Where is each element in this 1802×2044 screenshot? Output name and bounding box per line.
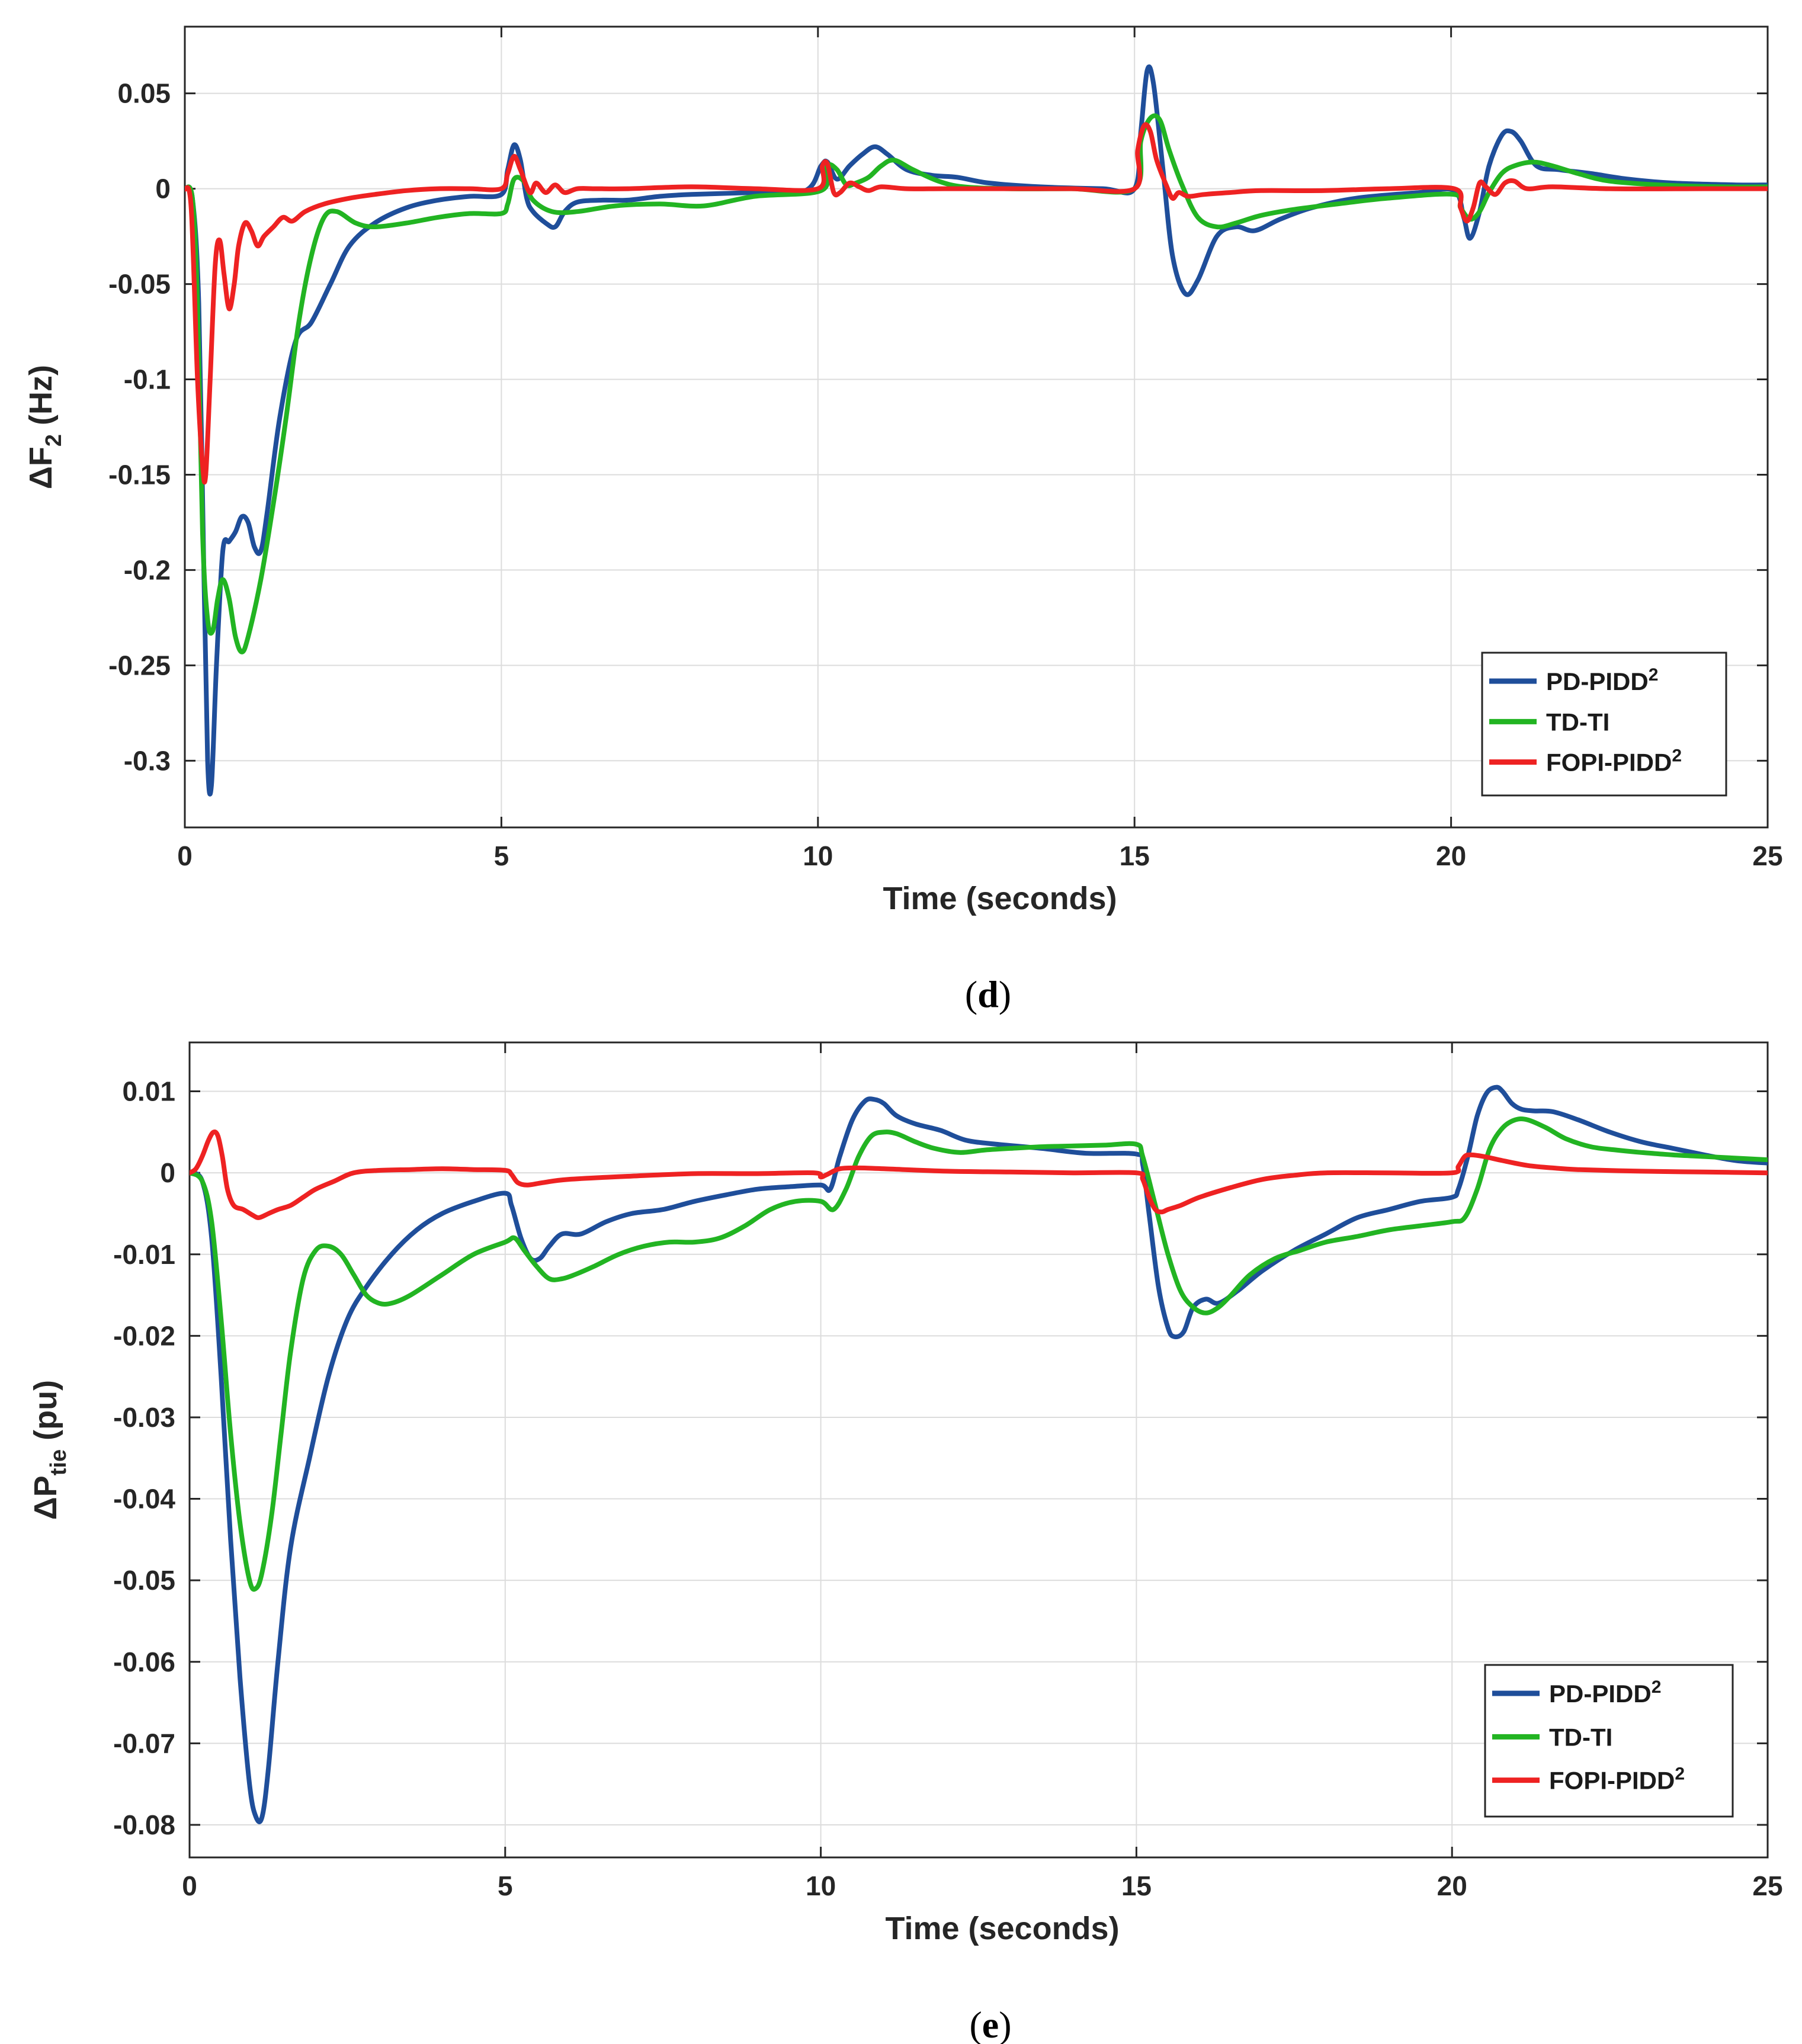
x-tick-label: 0 bbox=[182, 1870, 197, 1901]
legend-label-main: FOPI-PIDD bbox=[1546, 749, 1672, 776]
legend-label-main: TD-TI bbox=[1549, 1723, 1612, 1751]
x-tick-label: 10 bbox=[803, 840, 833, 871]
y-tick-label: -0.03 bbox=[113, 1402, 175, 1433]
x-tick-label: 10 bbox=[806, 1870, 836, 1901]
panel-caption: (e) bbox=[969, 2004, 1011, 2044]
y-tick-label: -0.05 bbox=[113, 1565, 175, 1596]
y-tick-label: -0.04 bbox=[113, 1484, 175, 1514]
x-tick-label: 5 bbox=[494, 840, 509, 871]
legend-box bbox=[1484, 1664, 1734, 1818]
x-tick-label: 5 bbox=[498, 1870, 513, 1901]
y-tick-label: -0.08 bbox=[113, 1809, 175, 1840]
caption-paren-close: ) bbox=[999, 973, 1011, 1015]
legend-label: PD-PIDD2 bbox=[1546, 665, 1658, 695]
y-tick-label: 0.01 bbox=[122, 1076, 175, 1107]
caption-letter: e bbox=[982, 2004, 999, 2044]
series-line-td-ti bbox=[185, 113, 1768, 654]
y-tick-label: 0 bbox=[160, 1157, 175, 1188]
panel-caption: (d) bbox=[965, 973, 1011, 1015]
x-tick-label: 25 bbox=[1752, 1870, 1782, 1901]
x-axis-title: Time (seconds) bbox=[883, 881, 1117, 916]
y-axis-title-unit: (pu) bbox=[28, 1380, 63, 1449]
series-line-td-ti bbox=[190, 1116, 1768, 1592]
y-axis-title-main: ΔP bbox=[28, 1475, 63, 1520]
legend-label-main: PD-PIDD bbox=[1546, 668, 1649, 695]
series-line-pd-pidd2 bbox=[185, 64, 1768, 797]
y-axis-title: ΔPtie (pu) bbox=[28, 1380, 71, 1520]
x-tick-label: 25 bbox=[1752, 840, 1782, 871]
x-tick-label: 20 bbox=[1437, 1870, 1467, 1901]
y-tick-label: -0.07 bbox=[113, 1728, 175, 1759]
legend-label-superscript: 2 bbox=[1649, 665, 1659, 685]
y-tick-label: 0 bbox=[155, 174, 171, 204]
y-tick-label: -0.02 bbox=[113, 1320, 175, 1351]
legend-label-superscript: 2 bbox=[1675, 1764, 1685, 1784]
series-line-fopi-pidd2 bbox=[190, 1130, 1768, 1220]
plot-frame bbox=[184, 25, 1769, 829]
legend-label: TD-TI bbox=[1549, 1723, 1612, 1751]
chart-panel-0: 0 5 10 15 20 25 0.05 0 -0.05 -0.1 -0.15 -0.2 -0.25 -0… bbox=[23, 25, 1783, 1015]
x-axis-title: Time (seconds) bbox=[885, 1911, 1119, 1946]
y-tick-label: 0.05 bbox=[117, 78, 171, 109]
y-tick-label: -0.05 bbox=[108, 269, 171, 300]
y-axis-title-unit: (Hz) bbox=[23, 365, 59, 434]
y-tick-label: -0.15 bbox=[108, 459, 171, 490]
legend-label-main: TD-TI bbox=[1546, 708, 1609, 736]
series-line-fopi-pidd2 bbox=[185, 122, 1768, 484]
legend-label: PD-PIDD2 bbox=[1549, 1677, 1661, 1708]
y-tick-label: -0.01 bbox=[113, 1239, 175, 1270]
x-tick-label: 0 bbox=[177, 840, 193, 871]
legend-label: FOPI-PIDD2 bbox=[1549, 1764, 1685, 1795]
caption-paren-open: ( bbox=[965, 973, 977, 1015]
y-tick-label: -0.25 bbox=[108, 650, 171, 681]
x-tick-label: 15 bbox=[1120, 840, 1150, 871]
y-tick-label: -0.2 bbox=[124, 554, 171, 585]
legend-label: FOPI-PIDD2 bbox=[1546, 746, 1682, 776]
y-tick-label: -0.06 bbox=[113, 1647, 175, 1677]
y-tick-label: -0.3 bbox=[124, 745, 171, 776]
y-axis-title-subscript: tie bbox=[46, 1449, 71, 1475]
caption-paren-close: ) bbox=[999, 2004, 1011, 2044]
legend-label-superscript: 2 bbox=[1652, 1677, 1662, 1697]
caption-letter: d bbox=[977, 973, 999, 1015]
caption-paren-open: ( bbox=[969, 2004, 982, 2044]
chart-panel-1: 0 5 10 15 20 25 0.01 0 -0.01 -0.02 -0.03 -0.04 -0.05… bbox=[28, 1041, 1783, 2044]
x-tick-label: 15 bbox=[1121, 1870, 1152, 1901]
legend-label-superscript: 2 bbox=[1672, 746, 1682, 766]
x-tick-label: 20 bbox=[1436, 840, 1466, 871]
y-axis-title-subscript: 2 bbox=[41, 434, 66, 447]
legend-label-main: FOPI-PIDD bbox=[1549, 1767, 1675, 1795]
plot-frame bbox=[188, 1041, 1769, 1859]
y-tick-label: -0.1 bbox=[124, 364, 171, 395]
legend-label: TD-TI bbox=[1546, 708, 1609, 736]
y-axis-title-main: ΔF bbox=[23, 447, 59, 489]
y-axis-title: ΔF2 (Hz) bbox=[23, 365, 66, 489]
legend-label-main: PD-PIDD bbox=[1549, 1680, 1652, 1708]
